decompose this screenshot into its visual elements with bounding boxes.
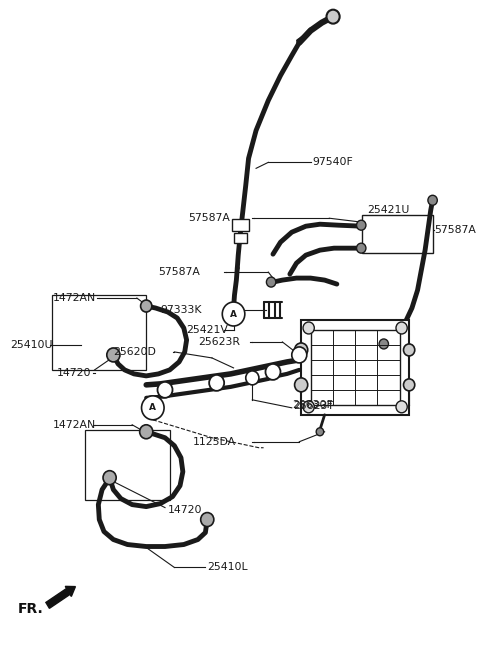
Circle shape <box>266 277 276 287</box>
Text: 25421U: 25421U <box>367 205 409 215</box>
Circle shape <box>209 375 224 391</box>
Text: FR.: FR. <box>18 602 43 617</box>
Circle shape <box>316 428 324 436</box>
Circle shape <box>103 471 116 484</box>
Circle shape <box>404 379 415 391</box>
Circle shape <box>357 243 366 253</box>
Bar <box>232 219 249 231</box>
Text: 25623R: 25623R <box>198 337 240 347</box>
Text: 25421V: 25421V <box>187 325 228 335</box>
Text: 57587A: 57587A <box>158 267 200 277</box>
Text: 57587A: 57587A <box>189 213 230 223</box>
Text: 25410U: 25410U <box>10 340 53 350</box>
Circle shape <box>222 302 245 326</box>
Circle shape <box>292 347 307 363</box>
Circle shape <box>396 401 407 413</box>
Text: 25410L: 25410L <box>207 562 248 573</box>
Text: 1472AN: 1472AN <box>52 293 96 303</box>
Text: 14720: 14720 <box>57 368 92 378</box>
FancyBboxPatch shape <box>362 215 432 253</box>
Circle shape <box>379 339 388 349</box>
Text: 25623T: 25623T <box>294 401 335 411</box>
Text: 25620D: 25620D <box>113 347 156 357</box>
Text: 1125DA: 1125DA <box>193 437 236 447</box>
Bar <box>52 295 146 370</box>
Circle shape <box>295 378 308 392</box>
Circle shape <box>142 396 164 420</box>
Circle shape <box>428 195 437 205</box>
Circle shape <box>246 371 259 385</box>
Circle shape <box>107 348 120 362</box>
Text: 57587A: 57587A <box>434 225 476 235</box>
Bar <box>85 430 170 500</box>
Circle shape <box>404 344 415 356</box>
Circle shape <box>157 382 172 398</box>
Circle shape <box>396 322 407 334</box>
Bar <box>234 233 247 243</box>
Circle shape <box>303 322 314 334</box>
Text: 14720: 14720 <box>168 504 203 515</box>
Circle shape <box>265 364 280 380</box>
Text: 97540F: 97540F <box>312 157 353 167</box>
Text: A: A <box>149 403 156 412</box>
Bar <box>311 330 400 405</box>
Text: 1472AN: 1472AN <box>52 420 96 430</box>
Circle shape <box>140 425 153 439</box>
Text: 25630F: 25630F <box>292 400 333 410</box>
Circle shape <box>357 220 366 230</box>
FancyArrow shape <box>46 586 75 608</box>
Text: 97333K: 97333K <box>160 305 202 315</box>
Text: A: A <box>230 310 237 319</box>
Circle shape <box>141 300 152 312</box>
Circle shape <box>303 401 314 413</box>
Circle shape <box>326 10 340 24</box>
Circle shape <box>201 513 214 526</box>
Bar <box>301 320 409 415</box>
Circle shape <box>295 343 308 357</box>
